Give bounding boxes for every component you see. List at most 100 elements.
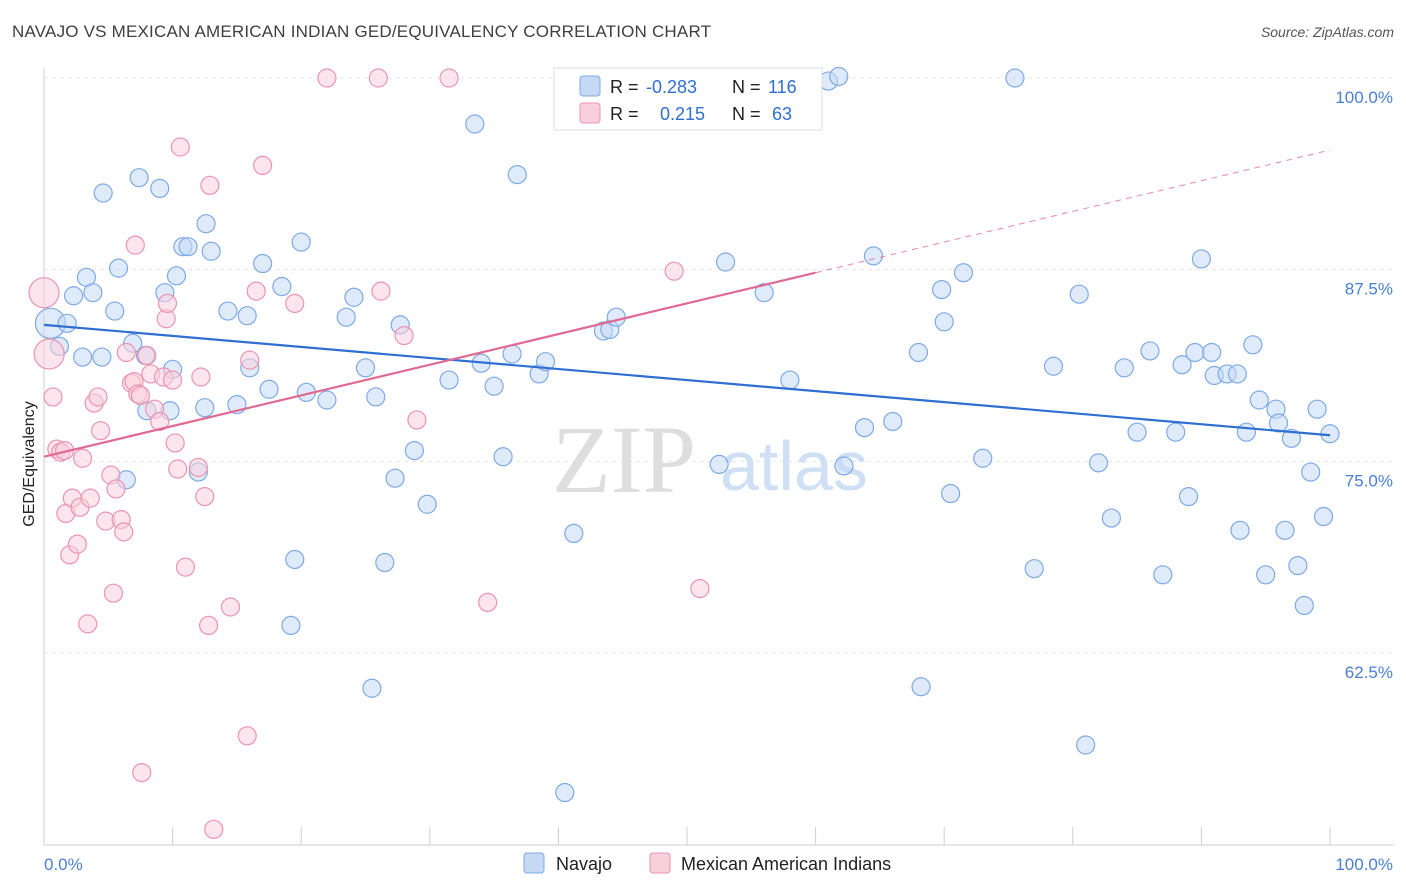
- navajo-point-16: [150, 178, 170, 198]
- navajo-point-57: [555, 782, 575, 803]
- mexican-point-41: [175, 557, 196, 577]
- mexican-trend-line: [43, 271, 816, 458]
- navajo-point-92: [1172, 355, 1192, 375]
- navajo-point-102: [1243, 335, 1263, 355]
- navajo-trend-line: [43, 323, 1331, 437]
- navajo-point-24: [196, 214, 216, 234]
- navajo-point-100: [1230, 520, 1250, 540]
- chart-title: NAVAJO VS MEXICAN AMERICAN INDIAN GED/EQ…: [12, 22, 712, 41]
- legend-n-label-navajo: N =: [732, 77, 761, 97]
- navajo-point-4: [72, 347, 93, 367]
- navajo-point-46: [404, 441, 424, 461]
- mexican-point-20: [106, 479, 126, 499]
- mexican-point-50: [240, 350, 260, 370]
- navajo-point-28: [237, 306, 257, 326]
- mexican-point-60: [478, 592, 498, 613]
- y-tick-label-2: 75.0%: [1345, 471, 1393, 490]
- navajo-point-70: [854, 418, 875, 438]
- legend-n-value-mexican: 63: [772, 104, 792, 124]
- navajo-point-96: [1202, 342, 1222, 363]
- legend-n-value-navajo: 116: [768, 77, 797, 97]
- navajo-point-58: [564, 523, 584, 544]
- navajo-point-35: [291, 232, 311, 252]
- navajo-point-39: [344, 287, 364, 307]
- navajo-point-83: [1069, 284, 1089, 304]
- navajo-point-87: [1114, 358, 1134, 378]
- mexican-point-55: [368, 68, 388, 88]
- navajo-point-106: [1268, 413, 1289, 433]
- mexican-point-46: [200, 175, 220, 195]
- navajo-point-71: [863, 246, 884, 266]
- navajo-point-13: [129, 168, 149, 188]
- navajo-point-82: [1043, 356, 1064, 376]
- navajo-point-65: [754, 283, 774, 303]
- legend-r-value-mexican: 0.215: [660, 104, 705, 124]
- legend-r-label-navajo: R =: [610, 77, 639, 97]
- series-legend: Navajo Mexican American Indians: [523, 852, 891, 874]
- x-tick-label-1: 100.0%: [1335, 855, 1393, 874]
- mexican-point-58: [407, 410, 427, 430]
- mexican-point-2: [43, 387, 63, 407]
- navajo-point-7: [92, 347, 112, 367]
- y-tick-label-3: 62.5%: [1345, 663, 1393, 682]
- mexican-point-12: [78, 614, 98, 634]
- mexican-point-47: [204, 819, 224, 839]
- navajo-point-2: [57, 313, 77, 333]
- navajo-point-9: [105, 301, 125, 321]
- mexican-point-59: [439, 68, 459, 88]
- navajo-point-107: [1275, 520, 1295, 540]
- mexican-point-51: [246, 281, 266, 301]
- navajo-point-41: [362, 678, 382, 698]
- mexican-point-52: [253, 155, 273, 175]
- navajo-point-80: [1005, 68, 1025, 88]
- navajo-point-56: [535, 352, 556, 372]
- navajo-point-25: [201, 241, 221, 261]
- mexican-american-indians-points: [28, 68, 710, 839]
- navajo-point-78: [953, 263, 974, 283]
- mexican-point-0: [28, 277, 60, 309]
- navajo-point-81: [1024, 559, 1044, 579]
- navajo-point-20: [166, 266, 187, 286]
- mexican-trend-extension: [815, 149, 1331, 274]
- navajo-point-108: [1281, 428, 1302, 448]
- navajo-point-43: [375, 552, 395, 573]
- mexican-point-29: [132, 762, 152, 783]
- navajo-point-76: [934, 312, 954, 332]
- series-label-mexican: Mexican American Indians: [681, 854, 891, 874]
- mexican-point-30: [137, 345, 157, 366]
- navajo-point-66: [780, 370, 800, 390]
- mexican-point-16: [90, 421, 111, 441]
- trend-lines: [43, 149, 1331, 458]
- x-axis-ticks: [172, 827, 1331, 845]
- navajo-point-95: [1191, 249, 1212, 269]
- mexican-point-38: [165, 433, 185, 453]
- navajo-point-48: [439, 370, 459, 390]
- legend-n-label-mexican: N =: [732, 104, 761, 124]
- mexican-point-19: [103, 583, 124, 603]
- navajo-point-68: [829, 66, 849, 87]
- navajo-point-31: [259, 379, 279, 399]
- navajo-point-8: [93, 183, 113, 203]
- mexican-point-57: [394, 326, 414, 346]
- navajo-point-49: [465, 114, 485, 134]
- navajo-point-42: [366, 387, 386, 407]
- navajo-point-103: [1249, 390, 1269, 410]
- mexican-point-9: [67, 534, 88, 554]
- mexican-point-13: [80, 488, 100, 508]
- mexican-point-45: [199, 615, 219, 636]
- navajo-point-89: [1140, 341, 1160, 361]
- y-tick-label-1: 87.5%: [1345, 280, 1393, 299]
- navajo-point-6: [83, 283, 103, 303]
- mexican-point-36: [157, 293, 178, 313]
- mexican-point-48: [220, 597, 241, 617]
- mexican-point-37: [163, 370, 183, 390]
- mexican-point-56: [371, 281, 391, 301]
- navajo-point-75: [932, 280, 952, 300]
- mexican-point-54: [317, 68, 337, 88]
- navajo-point-40: [355, 358, 376, 378]
- mexican-point-61: [664, 261, 684, 281]
- navajo-point-72: [883, 411, 903, 432]
- navajo-point-30: [253, 253, 273, 274]
- navajo-point-86: [1101, 508, 1121, 528]
